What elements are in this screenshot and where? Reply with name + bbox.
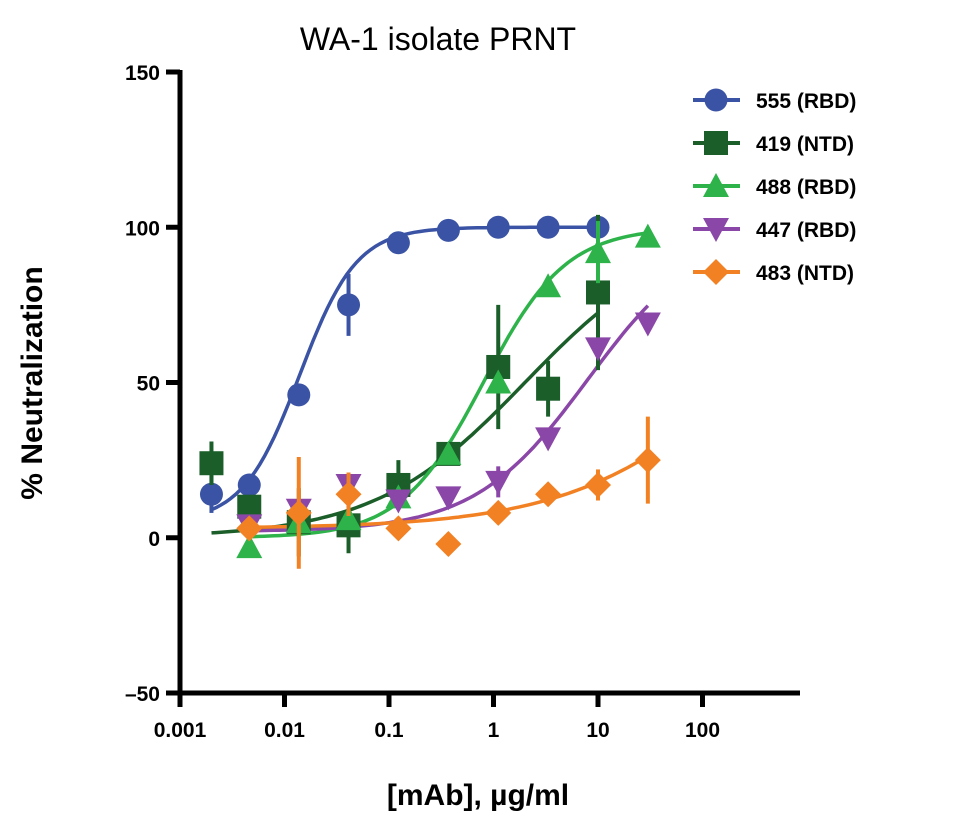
data-point bbox=[435, 530, 462, 557]
y-tick-label: 50 bbox=[137, 373, 160, 396]
data-point bbox=[436, 218, 460, 242]
data-point bbox=[287, 383, 311, 407]
data-point bbox=[285, 499, 312, 526]
legend-label: 447 (RBD) bbox=[756, 219, 856, 242]
data-point bbox=[485, 470, 512, 495]
data-point bbox=[536, 376, 561, 401]
data-point bbox=[385, 489, 412, 514]
legend-marker bbox=[704, 131, 728, 155]
y-tick-label: 100 bbox=[125, 217, 160, 240]
data-point bbox=[634, 312, 661, 337]
x-tick-label: 1 bbox=[488, 719, 500, 742]
legend-marker bbox=[703, 173, 729, 197]
x-axis-label: [mAb], µg/ml bbox=[387, 779, 569, 812]
data-point bbox=[485, 499, 512, 526]
data-point bbox=[535, 273, 562, 298]
data-point bbox=[536, 215, 560, 239]
data-point bbox=[386, 231, 410, 255]
data-point bbox=[435, 486, 462, 511]
data-point bbox=[435, 440, 462, 465]
legend-marker bbox=[703, 259, 729, 285]
legend-label: 488 (RBD) bbox=[756, 176, 856, 199]
data-point bbox=[634, 447, 661, 474]
y-tick-label: 0 bbox=[148, 528, 160, 551]
data-point bbox=[586, 280, 610, 305]
legend-label: 555 (RBD) bbox=[756, 90, 856, 113]
data-point bbox=[237, 473, 261, 497]
data-point bbox=[585, 239, 611, 264]
data-point bbox=[335, 506, 362, 531]
data-point bbox=[237, 494, 262, 519]
data-point bbox=[337, 293, 361, 317]
data-point bbox=[535, 481, 562, 508]
data-point bbox=[199, 482, 223, 506]
data-point bbox=[236, 515, 263, 542]
y-tick-label: –50 bbox=[125, 683, 160, 706]
data-point bbox=[385, 515, 412, 542]
x-tick-label: 0.1 bbox=[374, 719, 404, 742]
y-tick-label: 150 bbox=[125, 62, 160, 85]
fit-curve bbox=[249, 454, 649, 530]
data-point bbox=[585, 337, 611, 362]
data-point bbox=[236, 534, 263, 559]
x-tick-label: 0.01 bbox=[264, 719, 305, 742]
legend-label: 419 (NTD) bbox=[756, 133, 854, 156]
data-point bbox=[535, 427, 562, 452]
data-point bbox=[485, 369, 512, 394]
data-point bbox=[486, 215, 510, 239]
x-tick-label: 0.001 bbox=[154, 719, 207, 742]
y-axis-label: % Neutralization bbox=[16, 266, 49, 499]
legend-label: 483 (NTD) bbox=[756, 262, 854, 285]
x-tick-label: 10 bbox=[586, 719, 609, 742]
data-point bbox=[634, 223, 661, 248]
data-point bbox=[585, 471, 611, 498]
chart-title: WA-1 isolate PRNT bbox=[300, 21, 576, 57]
legend-marker bbox=[703, 218, 729, 242]
data-point bbox=[199, 451, 224, 476]
x-tick-label: 100 bbox=[685, 719, 720, 742]
legend-marker bbox=[704, 88, 728, 112]
data-point bbox=[335, 481, 362, 508]
